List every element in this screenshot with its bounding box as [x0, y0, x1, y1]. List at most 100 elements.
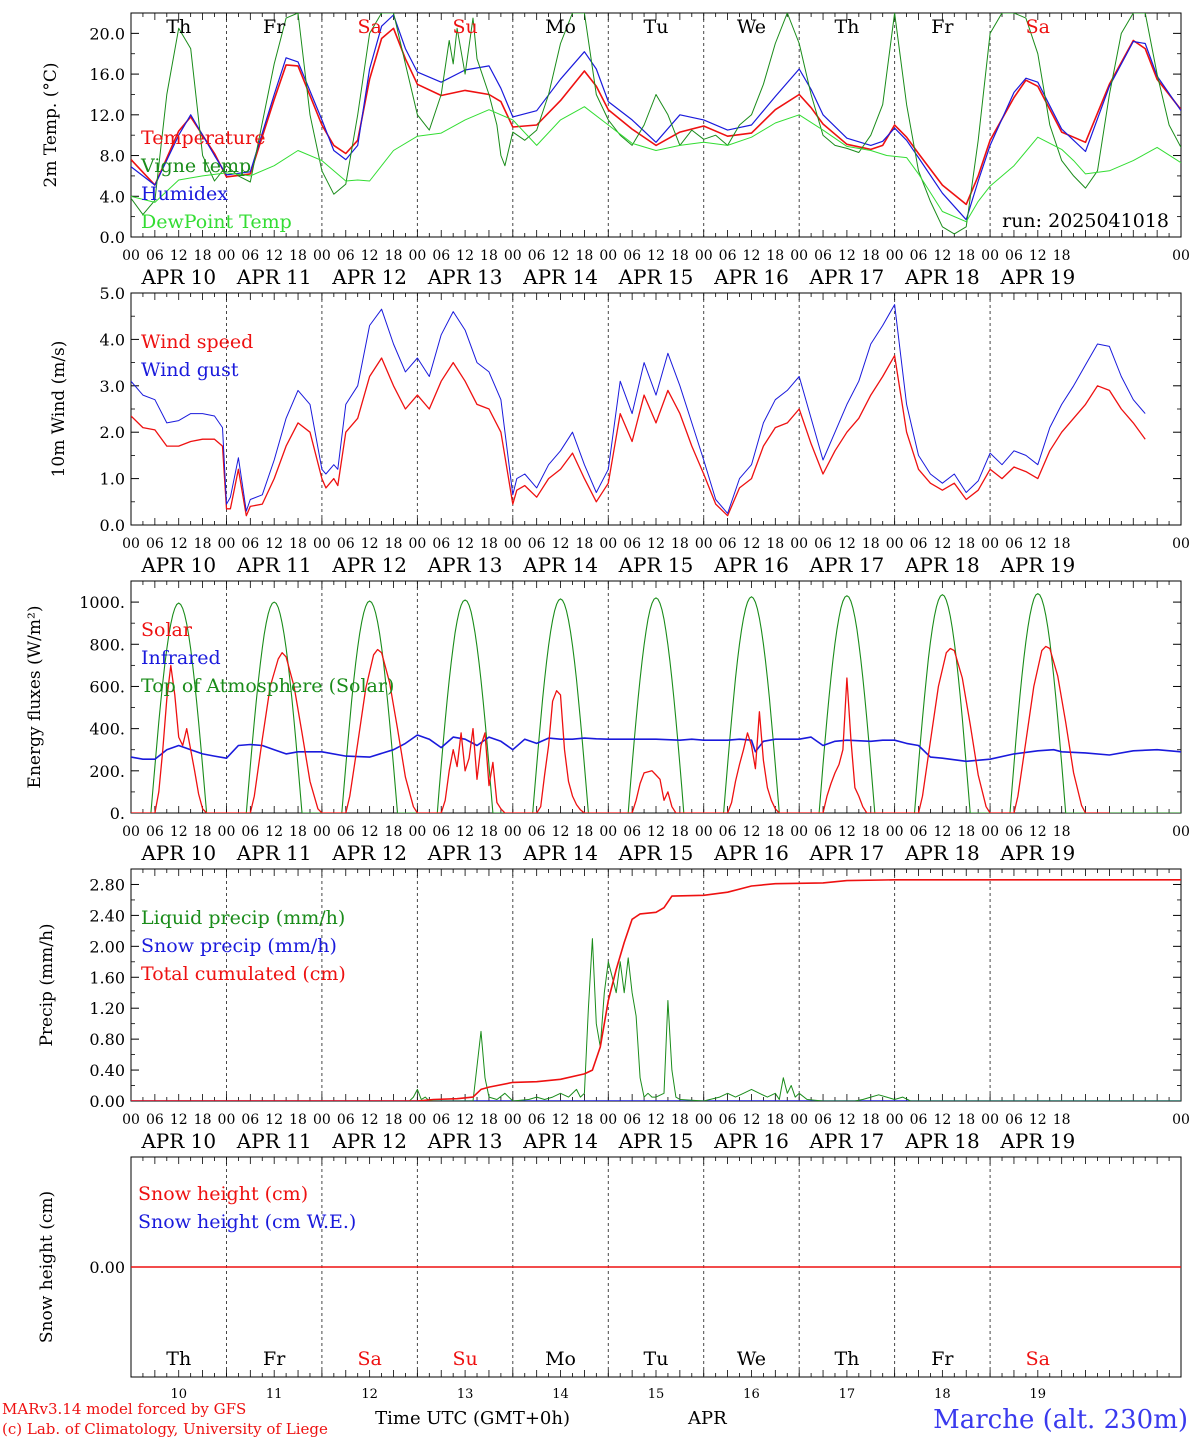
hour-tick-label: 00	[790, 248, 808, 264]
hour-tick-label: 06	[719, 824, 737, 840]
hour-tick-label: 00	[981, 824, 999, 840]
hour-tick-label: 12	[743, 824, 761, 840]
hour-tick-label: 06	[337, 536, 355, 552]
legend-entry: DewPoint Temp	[141, 211, 292, 233]
hour-tick-label: 18	[862, 824, 880, 840]
hour-tick-label: 12	[743, 1112, 761, 1128]
hour-tick-label: 00	[695, 536, 713, 552]
date-label: APR 11	[236, 841, 312, 865]
hour-tick-label: 00	[218, 1112, 236, 1128]
date-label: APR 16	[713, 1129, 789, 1153]
hour-tick-label: 18	[671, 536, 689, 552]
y-tick-label: 16.0	[89, 65, 125, 84]
hour-tick-label: 18	[671, 248, 689, 264]
day-of-week-label: Mo	[545, 1348, 576, 1370]
hour-tick-label: 06	[814, 536, 832, 552]
y-tick-label: 2.00	[89, 937, 125, 956]
hour-tick-label: 12	[933, 248, 951, 264]
date-label: APR 13	[427, 1129, 503, 1153]
hour-tick-label: 12	[361, 1112, 379, 1128]
date-label: APR 11	[236, 1129, 312, 1153]
panels: 0.0 4.0 8.0 12.0 16.0 20.0 2m Temp. (°C) Temper…	[25, 12, 1190, 1402]
date-label: APR 17	[809, 265, 885, 289]
hour-tick-label: 00	[504, 1112, 522, 1128]
day-number-label: 10	[170, 1387, 187, 1402]
hour-tick-label: 06	[146, 536, 164, 552]
hour-tick-label: 00	[790, 824, 808, 840]
hour-tick-label: 00	[599, 248, 617, 264]
plot-area	[131, 878, 1181, 1101]
plot-frame	[130, 12, 1182, 238]
day-of-week-label: Th	[166, 1348, 191, 1370]
hour-tick-label: 12	[552, 824, 570, 840]
day-number-label: 14	[552, 1387, 569, 1402]
hour-tick-label: 06	[1005, 824, 1023, 840]
hour-tick-label: 18	[575, 536, 593, 552]
hour-tick-label: 06	[623, 248, 641, 264]
hour-tick-label: 06	[146, 248, 164, 264]
hour-tick-label: 00	[122, 248, 140, 264]
date-label: APR 16	[713, 841, 789, 865]
y-tick-label: 0.0	[100, 228, 125, 247]
hour-tick-label: 00	[1172, 824, 1190, 840]
plot-frame	[130, 580, 1182, 814]
hour-tick-label: 18	[575, 1112, 593, 1128]
legend-entry: Solar	[141, 619, 193, 641]
date-label: APR 15	[618, 841, 694, 865]
plot-frame	[130, 292, 1182, 526]
day-of-week-label: Sa	[1026, 1348, 1050, 1370]
hour-tick-label: 18	[957, 1112, 975, 1128]
hour-tick-label: 06	[528, 248, 546, 264]
hour-tick-label: 18	[957, 248, 975, 264]
hour-tick-label: 18	[862, 536, 880, 552]
hour-tick-label: 18	[480, 248, 498, 264]
hour-tick-label: 06	[337, 824, 355, 840]
hour-tick-label: 12	[1029, 248, 1047, 264]
hour-tick-label: 00	[313, 536, 331, 552]
hour-tick-label: 06	[1005, 1112, 1023, 1128]
hour-tick-label: 00	[408, 536, 426, 552]
hour-tick-label: 06	[910, 824, 928, 840]
date-label: APR 10	[140, 1129, 216, 1153]
date-label: APR 12	[331, 1129, 407, 1153]
hour-tick-label: 12	[456, 536, 474, 552]
y-axis-label: 2m Temp. (°C)	[41, 62, 61, 187]
hour-tick-label: 18	[1053, 824, 1071, 840]
y-tick-label: 4.0	[100, 330, 125, 349]
y-tick-label: 1.0	[100, 470, 125, 489]
credit-model: MARv3.14 model forced by GFS	[2, 1400, 246, 1418]
hour-tick-label: 12	[456, 824, 474, 840]
date-label: APR 17	[809, 553, 885, 577]
y-tick-label: 5.0	[100, 284, 125, 303]
legend-entry: Vigne temp	[140, 155, 251, 177]
day-number-label: 16	[743, 1387, 760, 1402]
hour-tick-label: 00	[122, 1112, 140, 1128]
day-of-week-label: We	[737, 1348, 766, 1370]
hour-tick-label: 00	[313, 1112, 331, 1128]
hour-tick-label: 18	[1053, 536, 1071, 552]
hour-tick-label: 06	[432, 536, 450, 552]
hour-tick-label: 12	[170, 248, 188, 264]
hour-tick-label: 18	[480, 536, 498, 552]
y-tick-label: 0.0	[100, 516, 125, 535]
hour-tick-label: 06	[528, 824, 546, 840]
hour-tick-label: 12	[456, 248, 474, 264]
y-tick-label: 0.80	[89, 1030, 125, 1049]
y-axis-label: 10m Wind (m/s)	[49, 341, 69, 478]
day-of-week-label: Sa	[1026, 16, 1050, 38]
y-tick-label: 400.	[89, 720, 125, 739]
day-number-label: 11	[266, 1387, 283, 1402]
y-tick-label: 4.0	[100, 187, 125, 206]
hour-tick-label: 12	[933, 1112, 951, 1128]
panel-energy: 0. 200. 400. 600. 800. 1000. Energy fluxes (W/…	[25, 580, 1190, 865]
hour-tick-label: 00	[790, 536, 808, 552]
hour-tick-label: 06	[910, 536, 928, 552]
hour-tick-label: 00	[313, 824, 331, 840]
hour-tick-label: 00	[218, 536, 236, 552]
hour-tick-label: 06	[910, 248, 928, 264]
hour-tick-label: 06	[814, 1112, 832, 1128]
legend-entry: Wind gust	[141, 359, 239, 381]
y-tick-label: 600.	[89, 677, 125, 696]
date-label: APR 13	[427, 265, 503, 289]
panel-precip: 0.00 0.40 0.80 1.20 1.60 2.00 2.40 2.80 Precip (…	[37, 868, 1190, 1153]
